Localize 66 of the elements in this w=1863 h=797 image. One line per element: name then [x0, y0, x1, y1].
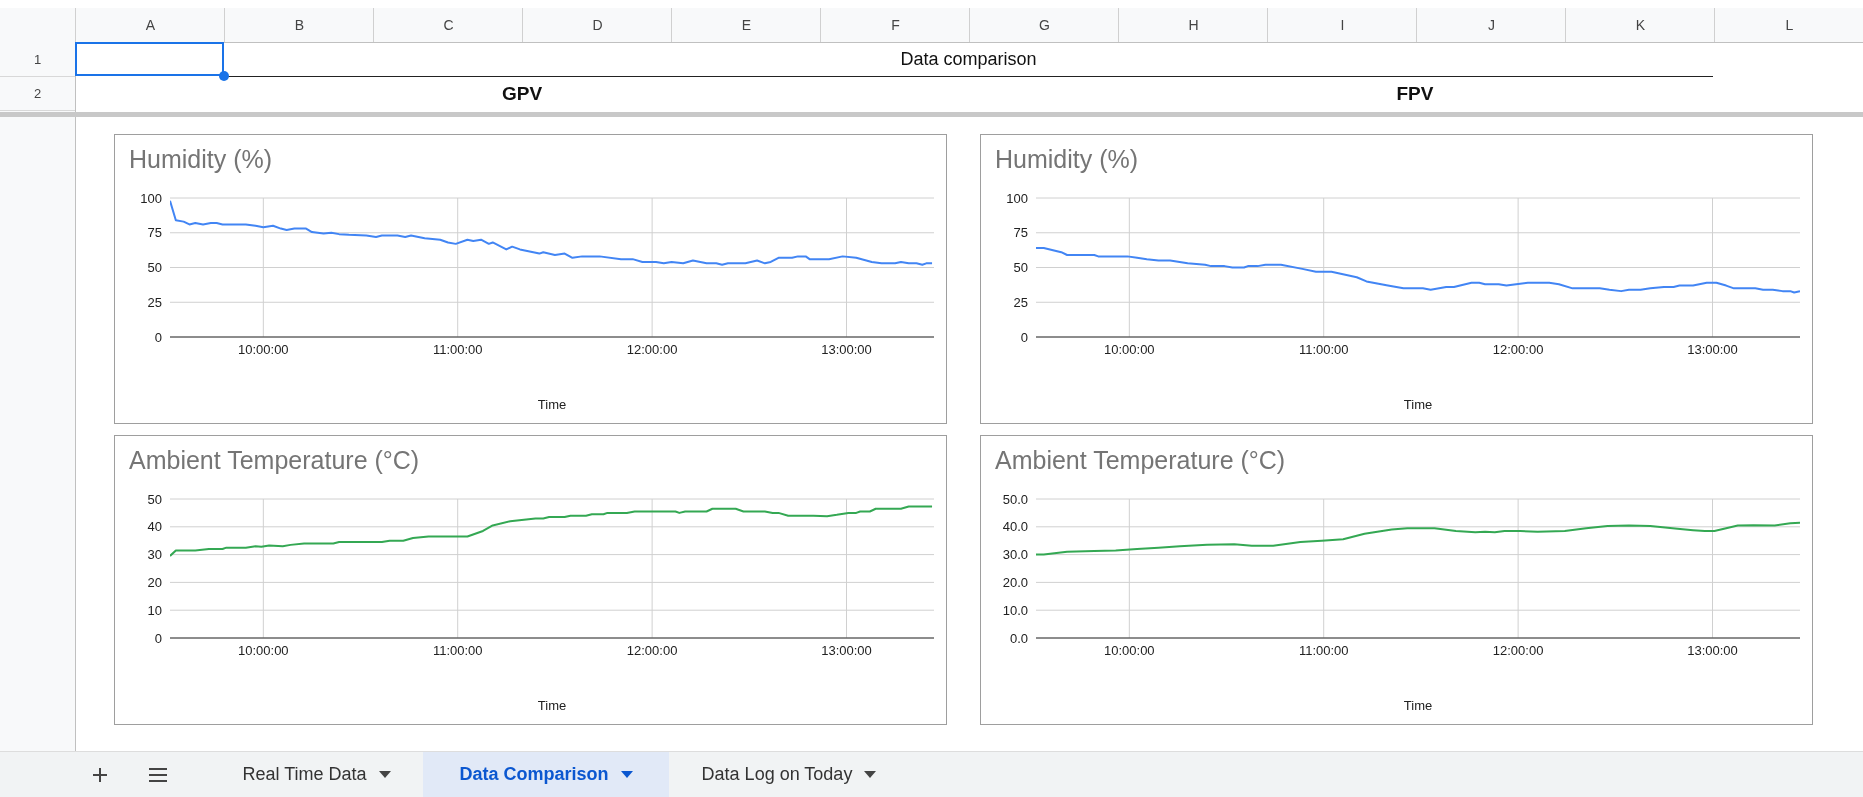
x-tick-label: 11:00:00 — [1298, 342, 1349, 358]
text: 2 — [0, 76, 75, 111]
x-tick-label: 13:00:00 — [821, 643, 872, 659]
y-tick-label: 100 — [140, 190, 162, 206]
x-axis-title: Time — [537, 397, 567, 412]
text: Real Time Data — [242, 764, 367, 785]
x-tick-label: 11:00:00 — [432, 643, 483, 659]
chart-title: Ambient Temperature (°C) — [129, 446, 420, 475]
y-tick-label: 25 — [147, 294, 162, 310]
text: A — [75, 8, 225, 42]
text: H — [1118, 8, 1268, 42]
x-tick-label: 13:00:00 — [1687, 643, 1738, 659]
chart-title: Humidity (%) — [129, 145, 273, 174]
y-tick-label: 0.0 — [1009, 630, 1028, 646]
x-tick-label: 10:00:00 — [1104, 643, 1155, 659]
text: D — [522, 8, 672, 42]
y-tick-label: 20.0 — [1002, 575, 1028, 591]
x-tick-label: 10:00:00 — [238, 643, 289, 659]
text: E — [671, 8, 821, 42]
x-tick-label: 11:00:00 — [432, 342, 483, 358]
x-tick-label: 10:00:00 — [238, 342, 289, 358]
x-tick-label: 13:00:00 — [1687, 342, 1738, 358]
text: FPV — [1395, 82, 1435, 106]
text: I — [1267, 8, 1417, 42]
text: C — [373, 8, 523, 42]
y-tick-label: 20 — [147, 575, 162, 591]
x-tick-label: 10:00:00 — [1104, 342, 1155, 358]
x-tick-label: 12:00:00 — [626, 342, 678, 358]
text: K — [1565, 8, 1715, 42]
y-tick-label: 10 — [147, 602, 162, 618]
y-tick-label: 40 — [147, 519, 162, 535]
text: Data Comparison — [459, 764, 609, 785]
x-tick-label: 11:00:00 — [1298, 643, 1349, 659]
text: 1 — [0, 42, 75, 77]
y-tick-label: 50 — [147, 491, 162, 507]
y-tick-label: 40.0 — [1002, 519, 1028, 535]
y-tick-label: 50.0 — [1002, 491, 1028, 507]
y-tick-label: 50 — [147, 260, 162, 276]
y-tick-label: 0 — [154, 630, 162, 646]
text: L — [1714, 8, 1863, 42]
text: G — [969, 8, 1119, 42]
x-tick-label: 12:00:00 — [626, 643, 678, 659]
y-tick-label: 0 — [154, 329, 162, 345]
x-axis-title: Time — [537, 698, 567, 713]
y-tick-label: 25 — [1013, 294, 1028, 310]
x-axis-title: Time — [1403, 698, 1433, 713]
text: B — [224, 8, 374, 42]
chart-title: Ambient Temperature (°C) — [995, 446, 1286, 475]
y-tick-label: 30.0 — [1002, 547, 1028, 563]
chart-title: Humidity (%) — [995, 145, 1139, 174]
y-tick-label: 100 — [1006, 190, 1028, 206]
y-tick-label: 75 — [1013, 225, 1028, 241]
text: Data Log on Today — [701, 764, 853, 785]
text: J — [1416, 8, 1566, 42]
text: F — [820, 8, 970, 42]
y-tick-label: 50 — [1013, 260, 1028, 276]
x-axis-title: Time — [1403, 397, 1433, 412]
text: Data comparison — [224, 42, 1713, 77]
x-tick-label: 13:00:00 — [821, 342, 872, 358]
x-tick-label: 12:00:00 — [1492, 342, 1544, 358]
y-tick-label: 30 — [147, 547, 162, 563]
y-tick-label: 0 — [1020, 329, 1028, 345]
y-tick-label: 75 — [147, 225, 162, 241]
y-tick-label: 10.0 — [1002, 602, 1028, 618]
text: GPV — [500, 82, 544, 106]
x-tick-label: 12:00:00 — [1492, 643, 1544, 659]
